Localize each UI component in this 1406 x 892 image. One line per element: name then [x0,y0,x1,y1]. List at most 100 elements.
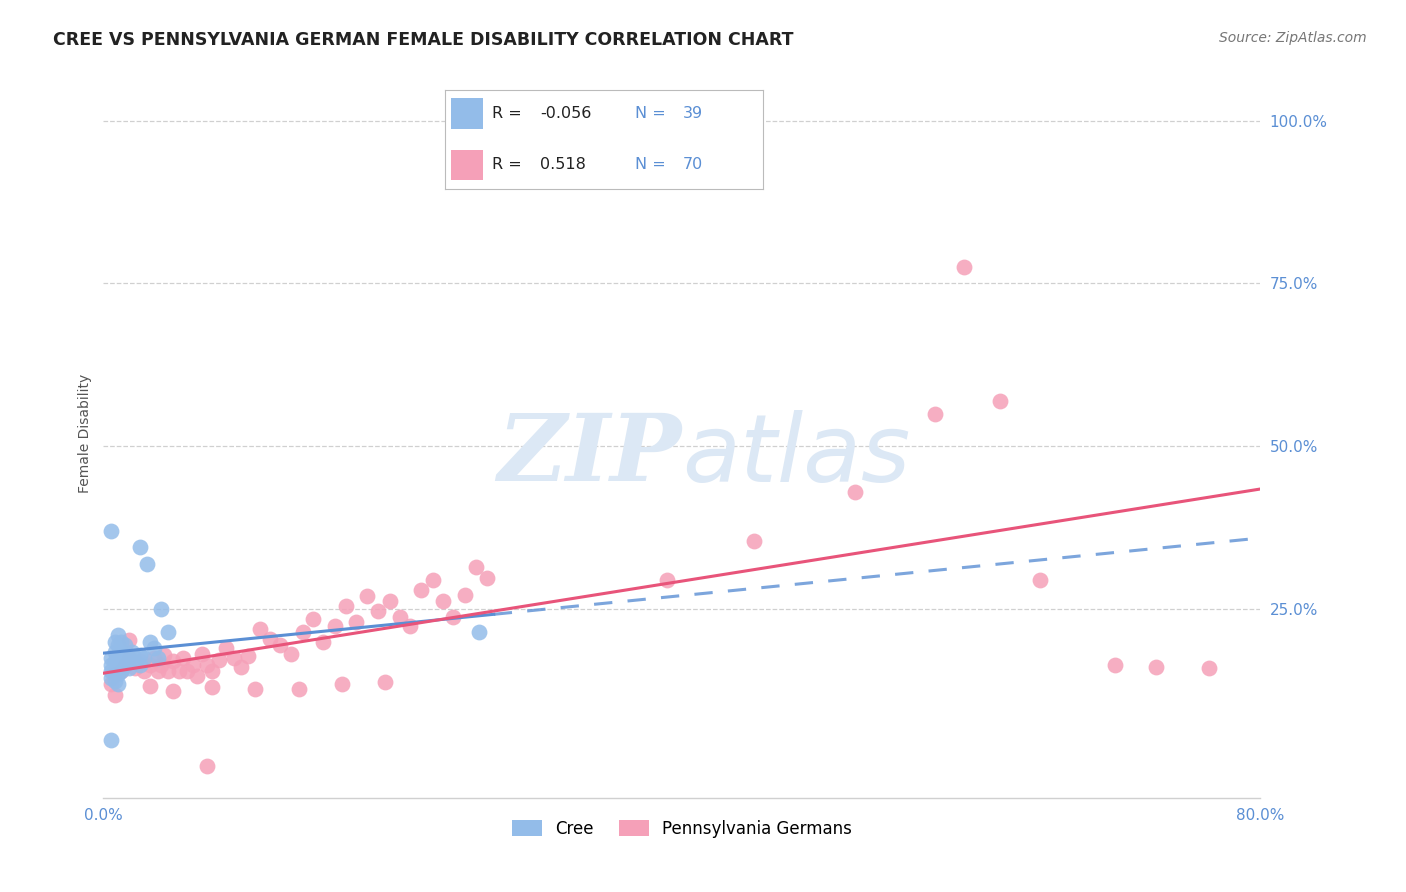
Point [104,688,127,702]
Point [100,677,122,691]
Point [124,661,146,675]
Point [114,657,136,672]
Point [323,618,346,632]
Point [176,664,198,678]
Point [121,644,143,658]
Point [465,560,488,574]
Point [104,667,127,681]
Point [110,654,132,668]
Point [388,610,411,624]
Point [742,533,765,548]
Point [128,541,150,555]
Point [153,648,176,662]
Point [138,679,160,693]
Point [197,758,219,772]
Point [162,683,184,698]
Point [132,651,155,665]
Point [148,664,170,678]
Point [107,667,129,681]
Point [335,599,357,613]
Point [104,673,127,688]
Point [172,651,194,665]
Point [291,625,314,640]
Y-axis label: Female Disability: Female Disability [79,374,93,493]
Point [259,632,281,646]
Point [100,671,122,685]
Text: atlas: atlas [682,409,910,500]
Point [150,602,173,616]
Point [468,625,491,640]
Point [107,628,129,642]
Point [1029,573,1052,587]
Point [100,651,122,665]
Point [374,675,396,690]
Point [222,651,245,665]
Point [280,647,302,661]
Point [143,651,166,665]
Point [138,634,160,648]
Point [110,664,132,678]
Point [924,407,946,421]
Point [157,625,180,640]
Point [249,622,271,636]
Point [988,393,1011,408]
Point [215,641,238,656]
Point [135,557,157,571]
Point [432,594,454,608]
Point [167,664,190,678]
Point [844,485,866,500]
Point [118,661,141,675]
Point [132,664,155,678]
Point [138,657,160,672]
Text: CREE VS PENNSYLVANIA GERMAN FEMALE DISABILITY CORRELATION CHART: CREE VS PENNSYLVANIA GERMAN FEMALE DISAB… [53,31,794,49]
Point [100,732,122,747]
Point [186,668,208,682]
Point [1198,661,1220,675]
Point [128,648,150,662]
Point [143,641,166,656]
Point [201,664,224,678]
Point [104,664,127,678]
Point [287,681,309,696]
Point [104,644,127,658]
Point [110,664,132,678]
Text: Source: ZipAtlas.com: Source: ZipAtlas.com [1219,31,1367,45]
Point [124,654,146,668]
Point [367,603,389,617]
Point [104,634,127,648]
Point [107,638,129,652]
Point [356,589,378,603]
Point [411,582,433,597]
Point [114,638,136,652]
Point [128,657,150,672]
Point [302,612,325,626]
Point [208,653,231,667]
Point [100,664,122,678]
Point [269,638,291,652]
Point [378,594,401,608]
Point [399,618,422,632]
Point [422,573,444,587]
Point [229,659,252,673]
Text: ZIP: ZIP [498,410,682,500]
Point [128,654,150,668]
Point [1144,659,1167,673]
Point [441,610,464,624]
Point [657,573,679,587]
Point [952,260,974,275]
Point [162,654,184,668]
Point [312,634,335,648]
Point [197,657,219,672]
Point [190,647,212,661]
Point [330,677,353,691]
Point [475,571,498,585]
Point [236,649,259,664]
Point [148,651,170,665]
Point [100,524,122,538]
Point [114,657,136,672]
Point [110,634,132,648]
Point [1104,657,1126,672]
Point [107,657,129,672]
Point [344,615,367,630]
Legend: Cree, Pennsylvania Germans: Cree, Pennsylvania Germans [505,814,859,845]
